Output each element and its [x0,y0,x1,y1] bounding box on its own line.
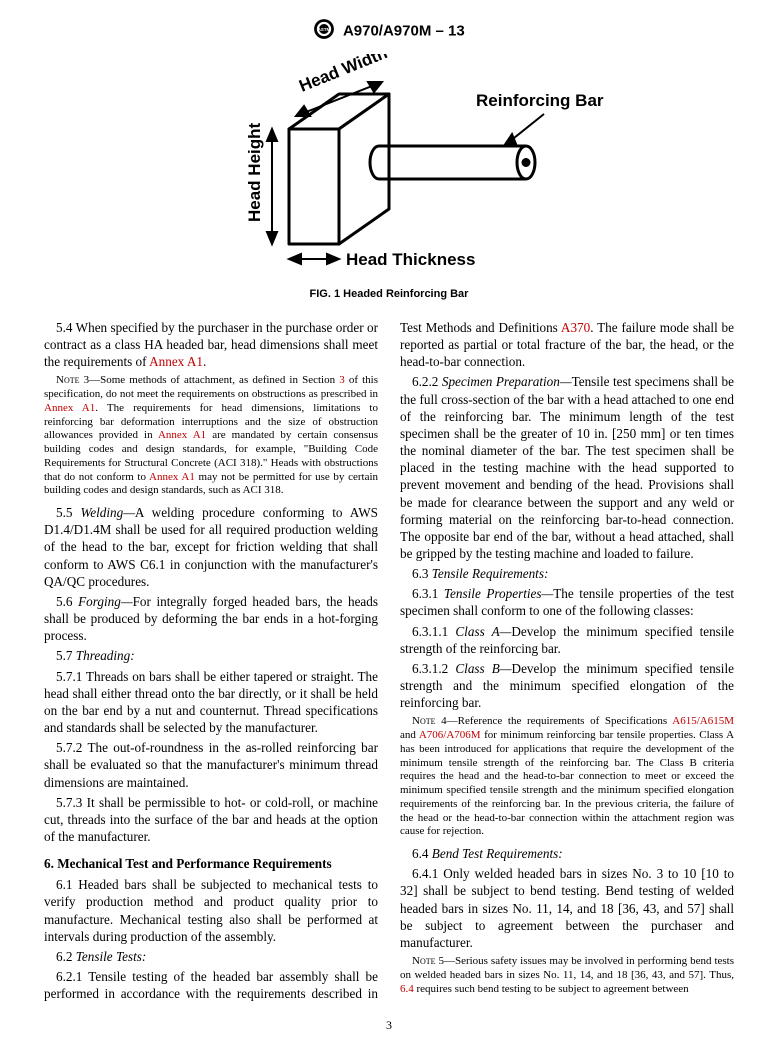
label-head-height: Head Height [245,122,264,222]
svg-text:ASTM: ASTM [318,27,331,32]
page-number: 3 [44,1018,734,1034]
para-5-7-3: 5.7.3 It shall be permissible to hot- or… [44,794,378,845]
astm-logo: ASTM [313,18,335,46]
link-annex-a1[interactable]: Annex A1 [44,402,95,414]
figure-caption: FIG. 1 Headed Reinforcing Bar [44,287,734,301]
link-annex-a1[interactable]: Annex A1 [149,354,203,369]
section-6-heading: 6. Mechanical Test and Performance Requi… [44,855,378,872]
para-5-5: 5.5 Welding—A welding procedure conformi… [44,504,378,590]
link-a615[interactable]: A615/A615M [672,715,734,727]
para-6-2: 6.2 Tensile Tests: [44,948,378,965]
standard-id: A970/A970M – 13 [343,23,465,40]
para-6-3-1-2: 6.3.1.2 Class B—Develop the minimum spec… [400,660,734,711]
note-4: Note 4—Reference the requirements of Spe… [400,715,734,839]
figure-1: Head Height Head Width Head Thickness Re… [44,54,734,301]
label-reinforcing-bar: Reinforcing Bar [476,91,604,110]
label-head-thickness: Head Thickness [346,250,475,269]
para-6-4: 6.4 Bend Test Requirements: [400,845,734,862]
page: ASTM A970/A970M – 13 [0,0,778,1054]
para-5-7-2: 5.7.2 The out-of-roundness in the as-rol… [44,739,378,790]
body-columns: 5.4 When specified by the purchaser in t… [44,319,734,1002]
para-5-6: 5.6 Forging—For integrally forged headed… [44,593,378,644]
para-5-4: 5.4 When specified by the purchaser in t… [44,319,378,370]
link-6-4[interactable]: 6.4 [400,983,414,995]
para-6-4-1: 6.4.1 Only welded headed bars in sizes N… [400,865,734,951]
para-5-7: 5.7 Threading: [44,647,378,664]
para-6-1: 6.1 Headed bars shall be subjected to me… [44,876,378,945]
para-6-2-2: 6.2.2 Specimen Preparation—Tensile test … [400,373,734,562]
note-3: Note 3—Some methods of attachment, as de… [44,374,378,498]
para-6-3-1: 6.3.1 Tensile Properties—The tensile pro… [400,585,734,619]
link-annex-a1[interactable]: Annex A1 [149,471,195,483]
para-6-3: 6.3 Tensile Requirements: [400,565,734,582]
para-5-7-1: 5.7.1 Threads on bars shall be either ta… [44,668,378,737]
headed-bar-diagram: Head Height Head Width Head Thickness Re… [174,54,604,279]
link-annex-a1[interactable]: Annex A1 [158,429,206,441]
para-6-3-1-1: 6.3.1.1 Class A—Develop the minimum spec… [400,623,734,657]
link-a706[interactable]: A706/A706M [419,729,481,741]
link-a370[interactable]: A370 [561,320,590,335]
note-5: Note 5—Serious safety issues may be invo… [400,955,734,996]
document-header: ASTM A970/A970M – 13 [44,18,734,46]
